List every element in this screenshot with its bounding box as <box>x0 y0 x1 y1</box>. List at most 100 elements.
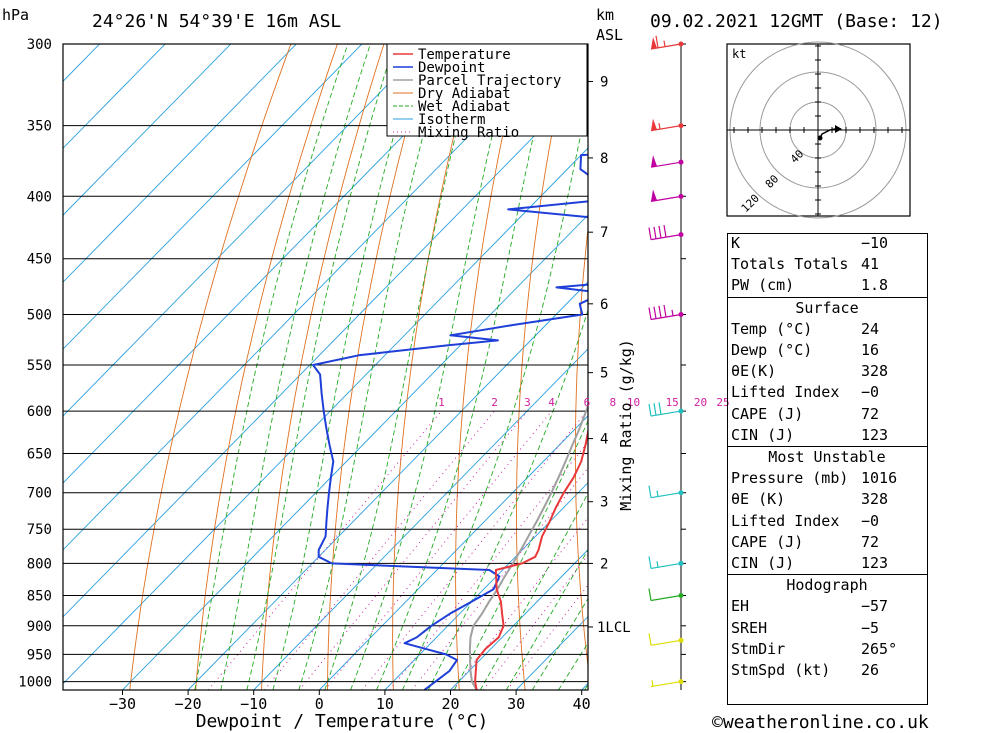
pressure-tick-label: 400 <box>27 189 52 205</box>
x-axis-title: Dewpoint / Temperature (°C) <box>196 711 489 732</box>
pressure-tick-label: 450 <box>27 252 52 268</box>
surface-row: θE(K) 328 <box>727 361 927 382</box>
mixing-ratio-line <box>298 410 528 690</box>
hodograph-header: Hodograph <box>727 574 927 597</box>
hodograph-storm-arrow <box>835 125 842 133</box>
index-value: 41 <box>861 255 880 274</box>
wind-barb <box>648 225 684 241</box>
pressure-tick-label: 950 <box>27 647 52 663</box>
height-unit-asl: ASL <box>596 26 623 44</box>
wind-barb-flag <box>648 633 652 646</box>
surface-header: Surface <box>727 296 927 319</box>
pressure-tick-label: 850 <box>27 589 52 605</box>
wind-barb-half-flag <box>671 309 674 316</box>
mixing-ratio-labels: 1 2 3 4 6 8 10 15 20 25 <box>438 396 730 409</box>
index-label: Lifted Index <box>731 383 840 402</box>
section-title: Most Unstable <box>727 446 927 469</box>
wind-barb-pennant <box>651 118 657 131</box>
wind-barb-shaft <box>650 594 682 602</box>
height-unit-km: km <box>596 6 614 24</box>
mu-row: Pressure (mb) 1016 <box>727 468 927 489</box>
surface-row: Dewp (°C) 16 <box>727 340 927 361</box>
wind-barb-flag <box>648 403 652 417</box>
height-tick-labels: 1LCL 2 3 4 5 6 7 8 9 <box>588 74 631 636</box>
mixing-ratio-label: 15 <box>666 396 679 409</box>
credit-text: ©weatheronline.co.uk <box>712 712 929 733</box>
wind-barb <box>650 35 684 50</box>
isotherm-line <box>63 44 560 551</box>
series-parcel-trajectory <box>468 402 588 690</box>
mixing-ratio-label: 10 <box>627 396 640 409</box>
mu-row: θE (K) 328 <box>727 489 927 510</box>
index-value: −5 <box>861 618 880 637</box>
index-value: 123 <box>861 425 889 444</box>
index-value: −0 <box>861 383 880 402</box>
wind-barb-flag <box>658 225 662 239</box>
isotherm-line <box>63 44 429 417</box>
index-label: CIN (J) <box>731 554 795 573</box>
hodograph: kt 40 80 120 <box>726 41 911 219</box>
index-value: −10 <box>861 234 889 252</box>
mixing-ratio-axis-title: Mixing Ratio (g/kg) <box>617 339 635 511</box>
mu-row: CIN (J) 123 <box>727 553 927 575</box>
wind-barb <box>650 118 684 132</box>
index-value: 265° <box>861 639 898 658</box>
isotherm-line <box>318 415 588 690</box>
wind-barb-flag <box>653 403 657 416</box>
pressure-tick-label: 300 <box>27 37 52 53</box>
legend: Temperature Dewpoint Parcel Trajectory D… <box>386 43 588 141</box>
most-unstable-header: Most Unstable <box>727 446 927 469</box>
dry-adiabat-line <box>392 44 478 690</box>
isotherm-line <box>63 44 363 350</box>
wind-barb-dot <box>678 123 684 129</box>
pressure-tick-label: 750 <box>27 522 52 538</box>
temperature-tick-label: 40 <box>573 695 591 713</box>
wet-adiabat-line <box>194 44 349 690</box>
index-value: 1.8 <box>861 276 889 295</box>
wind-barb-shaft <box>650 125 682 132</box>
wet-adiabat-line <box>298 44 449 690</box>
pressure-tick-labels: 300 350 400 450 500 550 600 650 700 750 800 850 900 9… <box>18 37 52 691</box>
isotherm-line <box>63 44 298 283</box>
wind-barb-flag <box>663 304 667 318</box>
wind-barb-flag <box>648 556 652 569</box>
legend-isotherm: Isotherm <box>418 112 485 128</box>
wind-barb-shaft <box>650 681 682 688</box>
height-tick-label: 5 <box>600 366 608 382</box>
wind-barb-half-flag <box>658 123 661 130</box>
wind-barb-flag <box>648 588 652 601</box>
wind-barb-shaft <box>650 195 682 202</box>
dry-adiabat-line <box>455 44 524 690</box>
dry-adiabat-line <box>988 37 1000 690</box>
location-title: 24°26'N 54°39'E 16m ASL <box>92 11 341 32</box>
mixing-ratio-label: 3 <box>524 396 531 409</box>
index-value: 1016 <box>861 469 898 488</box>
mixing-ratio-label: 4 <box>548 396 555 409</box>
wind-barb-flag <box>648 485 652 498</box>
wet-adiabat-line <box>376 44 555 690</box>
index-label: StmSpd (kt) <box>731 661 831 680</box>
sounding-series <box>312 45 588 690</box>
wind-barb <box>648 402 684 417</box>
wind-barb-shaft <box>650 639 682 646</box>
wet-adiabat-line <box>427 308 588 690</box>
index-label: θE (K) <box>731 490 786 509</box>
wind-barb-half-flag <box>663 40 666 47</box>
index-value: 24 <box>861 319 880 338</box>
mixing-ratio-label: 8 <box>609 396 616 409</box>
datetime-title: 09.02.2021 12GMT (Base: 12) <box>650 11 943 32</box>
height-tick-label: 6 <box>600 297 608 313</box>
height-tick-label: 1LCL <box>597 620 631 636</box>
dry-adiabat-line <box>195 44 338 690</box>
dry-adiabat-line <box>632 37 664 690</box>
dry-adiabat-line <box>942 37 1000 690</box>
indices-frame <box>727 233 928 705</box>
pressure-tick-label: 600 <box>27 404 52 420</box>
surface-row: CAPE (J) 72 <box>727 404 927 425</box>
surface-row: Lifted Index −0 <box>727 382 927 403</box>
wind-barb-flag <box>653 226 657 239</box>
pressure-unit-label: hPa <box>2 6 29 24</box>
dry-adiabat-line <box>261 44 385 690</box>
height-tick-label: 7 <box>600 225 608 241</box>
isotherm-line <box>63 44 166 149</box>
